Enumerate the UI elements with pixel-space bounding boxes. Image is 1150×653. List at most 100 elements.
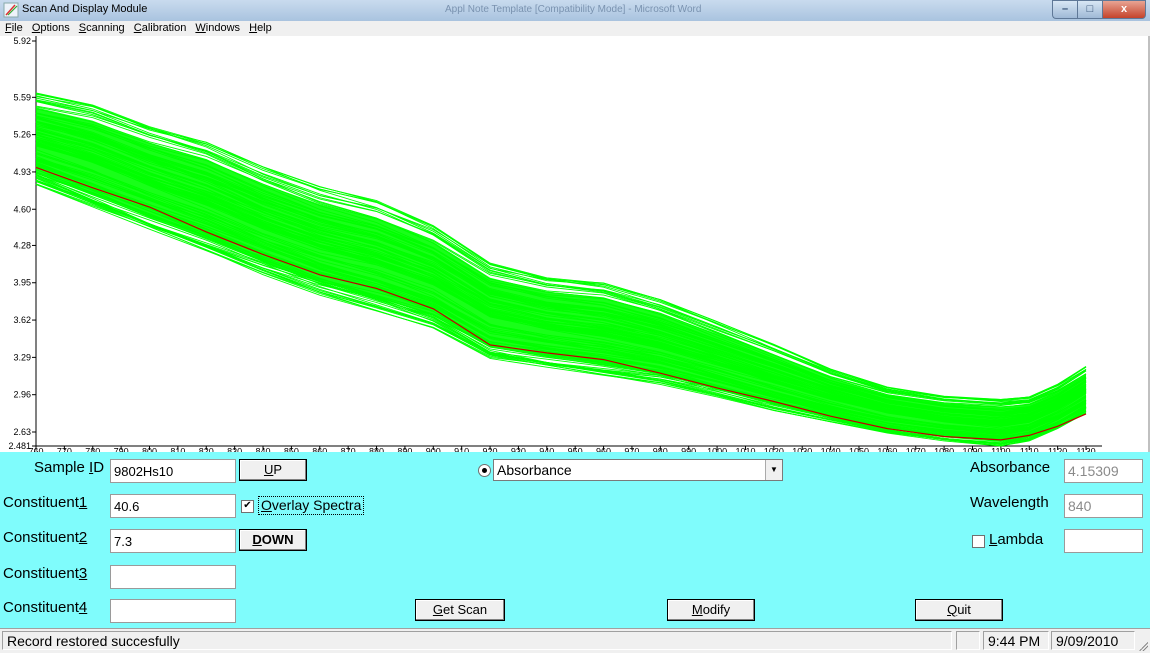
menu-bar: File Options Scanning Calibration Window… xyxy=(0,21,1150,36)
status-date: 9/09/2010 xyxy=(1051,631,1135,650)
x-tick-label: 1000 xyxy=(707,446,727,452)
overlay-spectrum-line xyxy=(35,177,1087,444)
wavelength-label: Wavelength xyxy=(970,494,1049,511)
x-tick-label: 1130 xyxy=(1076,446,1095,452)
constituent2-input[interactable]: 7.3 xyxy=(110,529,236,553)
absorbance-label: Absorbance xyxy=(970,459,1051,476)
app-icon xyxy=(3,2,19,18)
constituent4-input[interactable] xyxy=(110,599,236,623)
menu-help[interactable]: Help xyxy=(249,22,272,34)
x-tick-label: 1040 xyxy=(821,446,841,452)
title-bar[interactable]: Scan And Display Module Appl Note Templa… xyxy=(0,0,1150,22)
display-mode-select[interactable]: Absorbance ▼ xyxy=(493,459,783,481)
constituent3-input[interactable] xyxy=(110,565,236,589)
x-tick-label: 820 xyxy=(199,446,214,452)
x-tick-label: 870 xyxy=(341,446,356,452)
spectra-plot[interactable]: 5.92 5.59 5.26 4.93 4.60 4.28 3.95 3.62 3.29 2.96… xyxy=(0,36,1150,452)
y-tick-label: 4.60 xyxy=(13,204,31,214)
x-tick-label: 810 xyxy=(170,446,185,452)
get-scan-button[interactable]: Get Scan xyxy=(415,599,505,621)
x-tick-label: 1100 xyxy=(991,446,1010,452)
quit-button[interactable]: Quit xyxy=(915,599,1003,621)
x-tick-label: 770 xyxy=(57,446,72,452)
x-tick-label: 830 xyxy=(227,446,242,452)
overlay-spectrum-line xyxy=(35,96,1087,402)
current-spectrum-line xyxy=(35,166,1087,441)
status-time: 9:44 PM xyxy=(983,631,1049,650)
overlay-spectrum-line xyxy=(35,179,1087,442)
x-tick-label: 840 xyxy=(256,446,271,452)
radio-selected-dot xyxy=(482,468,487,473)
x-tick-label: 1080 xyxy=(934,446,954,452)
x-tick-label: 1050 xyxy=(849,446,869,452)
x-tick-label: 1070 xyxy=(906,446,926,452)
x-tick-label: 790 xyxy=(114,446,129,452)
constituent2-label: Constituent2 xyxy=(3,529,88,546)
up-button[interactable]: UP xyxy=(239,459,307,481)
modify-button[interactable]: Modify xyxy=(667,599,755,621)
status-bar: Record restored succesfully 9:44 PM 9/09… xyxy=(0,628,1150,653)
spectra-chart: 5.92 5.59 5.26 4.93 4.60 4.28 3.95 3.62 3.29 2.96… xyxy=(8,36,1102,452)
x-tick-label: 1120 xyxy=(1048,446,1067,452)
overlay-spectra-label[interactable]: Overlay Spectra xyxy=(258,496,365,515)
y-tick-label: 4.28 xyxy=(13,240,31,250)
lambda-input[interactable] xyxy=(1064,529,1143,553)
close-button[interactable]: x xyxy=(1102,0,1146,19)
x-tick-label: 860 xyxy=(312,446,327,452)
x-tick-label: 850 xyxy=(284,446,299,452)
lambda-label[interactable]: Lambda xyxy=(989,531,1044,548)
x-tick-label: 970 xyxy=(624,446,639,452)
x-tick-label: 990 xyxy=(681,446,696,452)
minimize-button[interactable]: – xyxy=(1052,0,1077,19)
wavelength-readout: 840 xyxy=(1064,494,1143,518)
lambda-checkbox[interactable] xyxy=(972,535,985,548)
y-tick-label: 2.96 xyxy=(13,390,31,400)
constituent1-input[interactable]: 40.6 xyxy=(110,494,236,518)
y-tick-label: 5.59 xyxy=(13,92,31,102)
x-tick-label: 1030 xyxy=(792,446,812,452)
status-message: Record restored succesfully xyxy=(2,631,952,650)
menu-calibration[interactable]: Calibration xyxy=(133,22,187,34)
y-tick-label: 2.63 xyxy=(13,427,31,437)
sample-id-input[interactable]: 9802Hs10 xyxy=(110,459,236,483)
x-tick-label: 980 xyxy=(653,446,668,452)
overlay-spectrum-line xyxy=(35,180,1087,445)
x-tick-label: 1020 xyxy=(764,446,784,452)
down-button[interactable]: DOWN xyxy=(239,529,307,551)
chevron-down-icon[interactable]: ▼ xyxy=(765,460,782,480)
absorbance-readout: 4.15309 xyxy=(1064,459,1143,483)
menu-scanning[interactable]: Scanning xyxy=(78,22,125,34)
maximize-button[interactable]: □ xyxy=(1077,0,1102,19)
overlay-spectrum-line xyxy=(35,93,1087,401)
x-tick-label: 800 xyxy=(142,446,157,452)
menu-file[interactable]: File xyxy=(5,22,23,34)
y-tick-label: 3.62 xyxy=(13,315,31,325)
menu-windows[interactable]: Windows xyxy=(195,22,241,34)
overlay-spectrum-line xyxy=(35,106,1087,405)
status-spacer xyxy=(956,631,980,650)
y-tick-label: 4.93 xyxy=(13,167,31,177)
x-tick-label: 1090 xyxy=(962,446,982,452)
resize-grip-icon[interactable] xyxy=(1138,641,1148,651)
absorbance-radio[interactable] xyxy=(478,464,491,477)
display-mode-value: Absorbance xyxy=(497,462,572,478)
background-window-title: Appl Note Template [Compatibility Mode] … xyxy=(445,4,702,15)
x-tick-label: 930 xyxy=(511,446,526,452)
overlay-spectrum-line xyxy=(35,99,1087,405)
x-tick-label: 940 xyxy=(539,446,554,452)
menu-options[interactable]: Options xyxy=(31,22,70,34)
x-tick-label: 910 xyxy=(454,446,469,452)
window-title: Scan And Display Module xyxy=(22,3,148,15)
x-tick-label: 780 xyxy=(85,446,100,452)
overlay-spectra-checkbox[interactable]: ✔ xyxy=(241,500,254,513)
x-tick-label: 960 xyxy=(596,446,611,452)
overlay-spectrum-line xyxy=(35,180,1087,447)
constituent1-label: Constituent1 xyxy=(3,494,88,511)
window-controls: – □ x xyxy=(1052,0,1146,20)
x-tick-label: 900 xyxy=(426,446,441,452)
y-tick-label: 5.92 xyxy=(13,36,31,46)
overlay-spectrum-line xyxy=(35,92,1087,400)
overlay-spectrum-line xyxy=(35,108,1087,406)
x-tick-label: 880 xyxy=(369,446,384,452)
y-tick-label: 5.26 xyxy=(13,130,31,140)
